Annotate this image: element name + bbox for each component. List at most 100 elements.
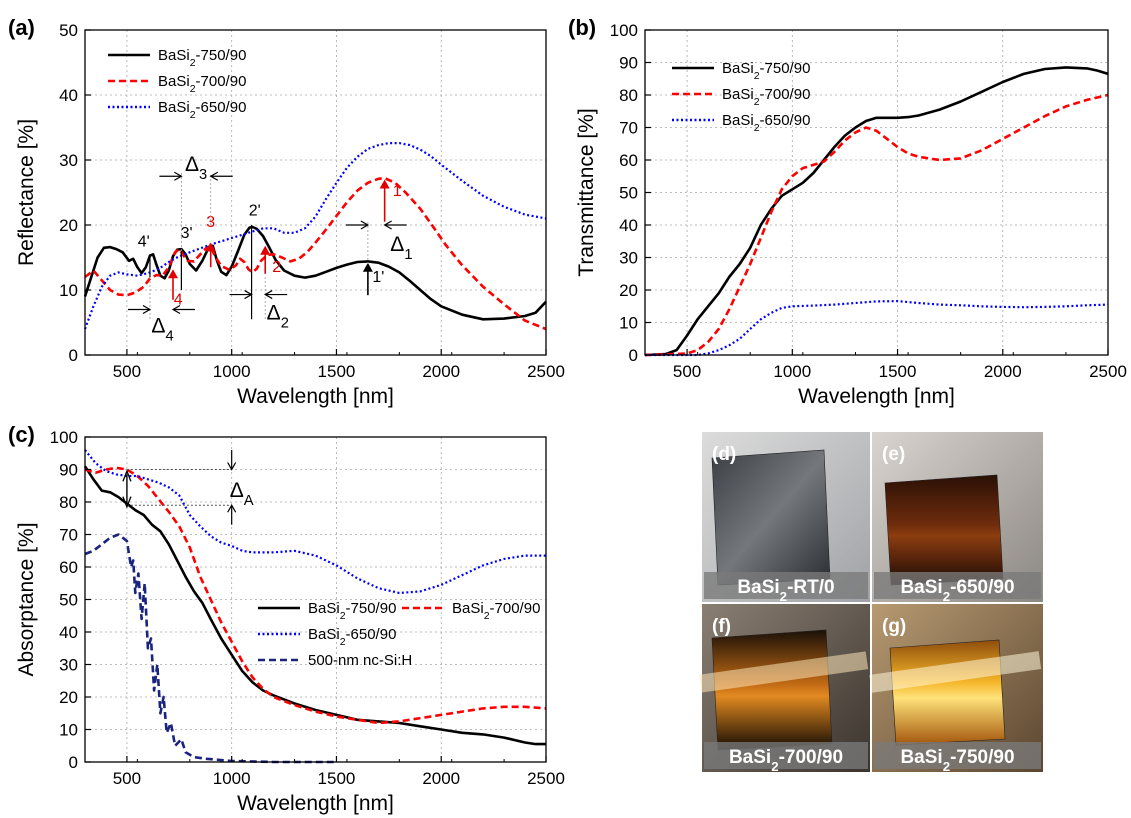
deltaA-right-bottom-head [227,504,237,513]
legend-label: BaSi2-700/90 [452,600,540,622]
series-line [645,300,1109,357]
x-tick-label: 500 [113,769,141,788]
x-axis-label: Wavelength [nm] [237,385,394,408]
legend-label: BaSi2-700/90 [722,86,810,108]
y-tick-label: 0 [69,346,78,365]
y-tick-label: 40 [59,623,78,642]
legend-label: BaSi2-650/90 [158,99,246,121]
y-tick-label: 10 [619,314,638,333]
delta4-label: Δ4 [151,314,173,344]
x-tick-label: 1500 [318,362,356,381]
deltaA-label: ΔA [230,479,254,509]
y-tick-label: 30 [59,656,78,675]
delta4-left-head [142,304,152,315]
y-tick-label: 70 [619,119,638,138]
photo-g: (g) BaSi2-750/90 [869,604,1043,774]
series-line [644,93,1109,357]
legend-label: BaSi2-750/90 [722,60,810,82]
photo-panel-label: (f) [712,616,731,637]
series-line [83,225,547,321]
peak-1p-label: 1' [372,269,384,286]
y-tick-label: 100 [610,21,638,40]
delta4-right-head [171,304,181,315]
legend-label: BaSi2-750/90 [158,47,246,69]
peak-1p-arrow-head [362,262,373,272]
series-line [83,465,546,746]
photo-sample-label: BaSi2-700/90 [729,747,843,774]
y-axis-label: Transmittance [%] [575,108,598,276]
chart-panel-b: 500 1000 1500 2000 2500 0 10 20 30 40 50 60 70 80 90 10… [568,15,1127,408]
x-tick-label: 1000 [213,362,251,381]
peak-3-arrow-head [205,242,216,252]
y-tick-label: 40 [59,86,78,105]
photo-sample-label: BaSi2-650/90 [900,577,1014,604]
y-tick-label: 60 [619,151,638,170]
delta2-right-head [263,290,273,300]
delta3-left-head [174,171,183,181]
legend-label: 500-nm nc-Si:H [308,652,412,669]
series-line [84,533,337,764]
delta3-label: Δ3 [185,153,207,183]
sample-substrate [889,639,1006,746]
delta2-label: Δ2 [267,301,289,331]
y-tick-label: 10 [59,721,78,740]
y-tick-label: 40 [619,216,638,235]
deltaA-right-top-head [227,462,237,471]
delta1-left-head [360,220,370,230]
photo-f: (f) BaSi2-700/90 [699,604,870,774]
x-tick-label: 2000 [422,362,460,381]
y-tick-label: 0 [629,346,638,365]
x-axis-label: Wavelength [nm] [237,792,394,815]
y-tick-label: 0 [69,753,78,772]
series-line [84,176,547,331]
panel-label: (b) [568,15,596,40]
peak-1-arrow-head [379,179,390,189]
x-axis-label: Wavelength [nm] [798,385,955,408]
legend-label: BaSi2-650/90 [722,112,810,134]
x-tick-label: 2000 [984,362,1022,381]
x-tick-label: 1000 [213,769,251,788]
series-line [84,466,547,725]
x-tick-label: 2500 [527,769,565,788]
peak-3p-label: 3' [181,225,193,242]
y-tick-label: 20 [59,688,78,707]
peak-4-arrow-head [168,269,179,279]
peak-1-label: 1 [393,183,402,200]
photo-e: (e) BaSi2-650/90 [872,432,1043,604]
x-tick-label: 2500 [1089,362,1127,381]
series-line [644,66,1109,357]
y-tick-label: 80 [619,86,638,105]
delta3-right-head [209,171,219,181]
deltaA-arrow-top [122,469,132,482]
photo-sample-label: BaSi2-750/90 [900,747,1014,774]
delta1-label: Δ1 [390,233,412,263]
peak-2-label: 2 [272,259,281,276]
y-tick-label: 90 [619,54,638,73]
photo-sample-label: BaSi2-RT/0 [737,577,834,604]
delta1-right-head [383,220,392,230]
y-tick-label: 70 [59,526,78,545]
peak-3-label: 3 [206,214,215,231]
photo-panel-label: (d) [712,444,736,465]
y-tick-label: 80 [59,493,78,512]
photo-panel-label: (g) [882,616,906,637]
x-tick-label: 1500 [879,362,917,381]
y-tick-label: 60 [59,558,78,577]
photo-label-bar [874,742,1041,769]
light-beam [869,651,1042,693]
y-tick-label: 20 [59,216,78,235]
y-tick-label: 50 [59,591,78,610]
photo-panel-label: (e) [882,444,905,465]
sample-substrate [884,474,1004,586]
peak-4-label: 4 [174,291,183,308]
x-tick-label: 1000 [773,362,811,381]
x-tick-label: 2500 [527,362,565,381]
y-tick-label: 30 [619,249,638,268]
y-tick-label: 50 [619,184,638,203]
series-line [84,449,546,595]
peak-2-arrow-head [260,245,271,255]
delta2-left-head [244,290,253,300]
sample-substrate [711,449,831,586]
photo-label-bar [704,742,868,769]
